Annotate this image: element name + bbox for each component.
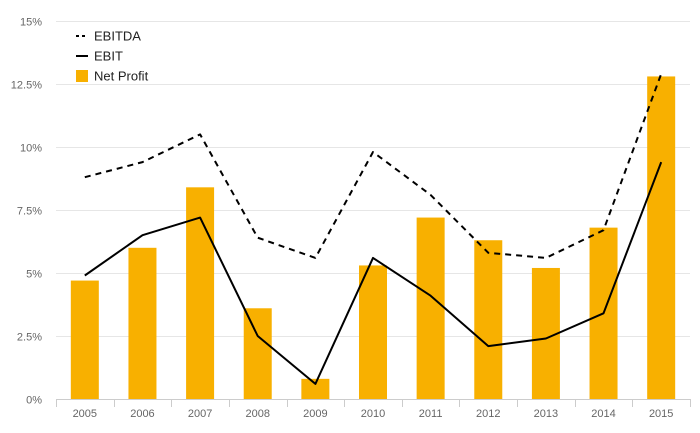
- x-tick-label: 2015: [649, 408, 673, 420]
- y-tick-label: 7.5%: [17, 206, 42, 218]
- gridlines: [56, 21, 690, 337]
- x-tick-label: 2008: [245, 408, 269, 420]
- net-profit-bar: [301, 378, 330, 399]
- ebitda-line: [84, 73, 663, 259]
- x-tick-label: 2011: [419, 408, 443, 420]
- x-tick-label: 2006: [130, 408, 154, 420]
- x-tick-label: 2014: [591, 408, 615, 420]
- net-profit-bar: [70, 280, 99, 399]
- legend-label: EBIT: [94, 49, 123, 64]
- net-profit-bar: [186, 187, 215, 399]
- y-tick-label: 10%: [20, 143, 42, 155]
- x-tick-label: 2009: [303, 408, 327, 420]
- net-profit-legend-swatch: [76, 70, 88, 82]
- net-profit-bar: [128, 247, 157, 399]
- net-profit-bar: [416, 217, 445, 399]
- y-tick-label: 12.5%: [11, 80, 42, 92]
- x-tick-label: 2013: [534, 408, 558, 420]
- x-tick-label: 2010: [361, 408, 385, 420]
- x-tick-label: 2005: [73, 408, 97, 420]
- net-profit-bar: [243, 308, 272, 399]
- legend-label: Net Profit: [94, 69, 149, 84]
- line-series: [84, 73, 663, 385]
- net-profit-bar: [474, 240, 503, 399]
- y-tick-label: 2.5%: [17, 332, 42, 344]
- legend-label: EBITDA: [94, 29, 141, 44]
- x-tick-label: 2012: [476, 408, 500, 420]
- net-profit-bars: [70, 76, 676, 399]
- ebit-line: [84, 161, 663, 385]
- net-profit-bar: [359, 265, 387, 399]
- net-profit-bar: [647, 76, 676, 399]
- y-tick-label: 0%: [26, 395, 42, 407]
- x-tick-label: 2007: [188, 408, 212, 420]
- x-axis: 2005 2006 2007 2008 2009 2010 2011 2012 2013 2014…: [56, 399, 691, 420]
- legend: EBITDA EBIT Net Profit: [76, 29, 149, 84]
- y-tick-label: 5%: [26, 269, 42, 281]
- y-tick-label: 15%: [20, 17, 42, 29]
- y-axis: 0% 2.5% 5% 7.5% 10% 12.5% 15%: [11, 17, 42, 407]
